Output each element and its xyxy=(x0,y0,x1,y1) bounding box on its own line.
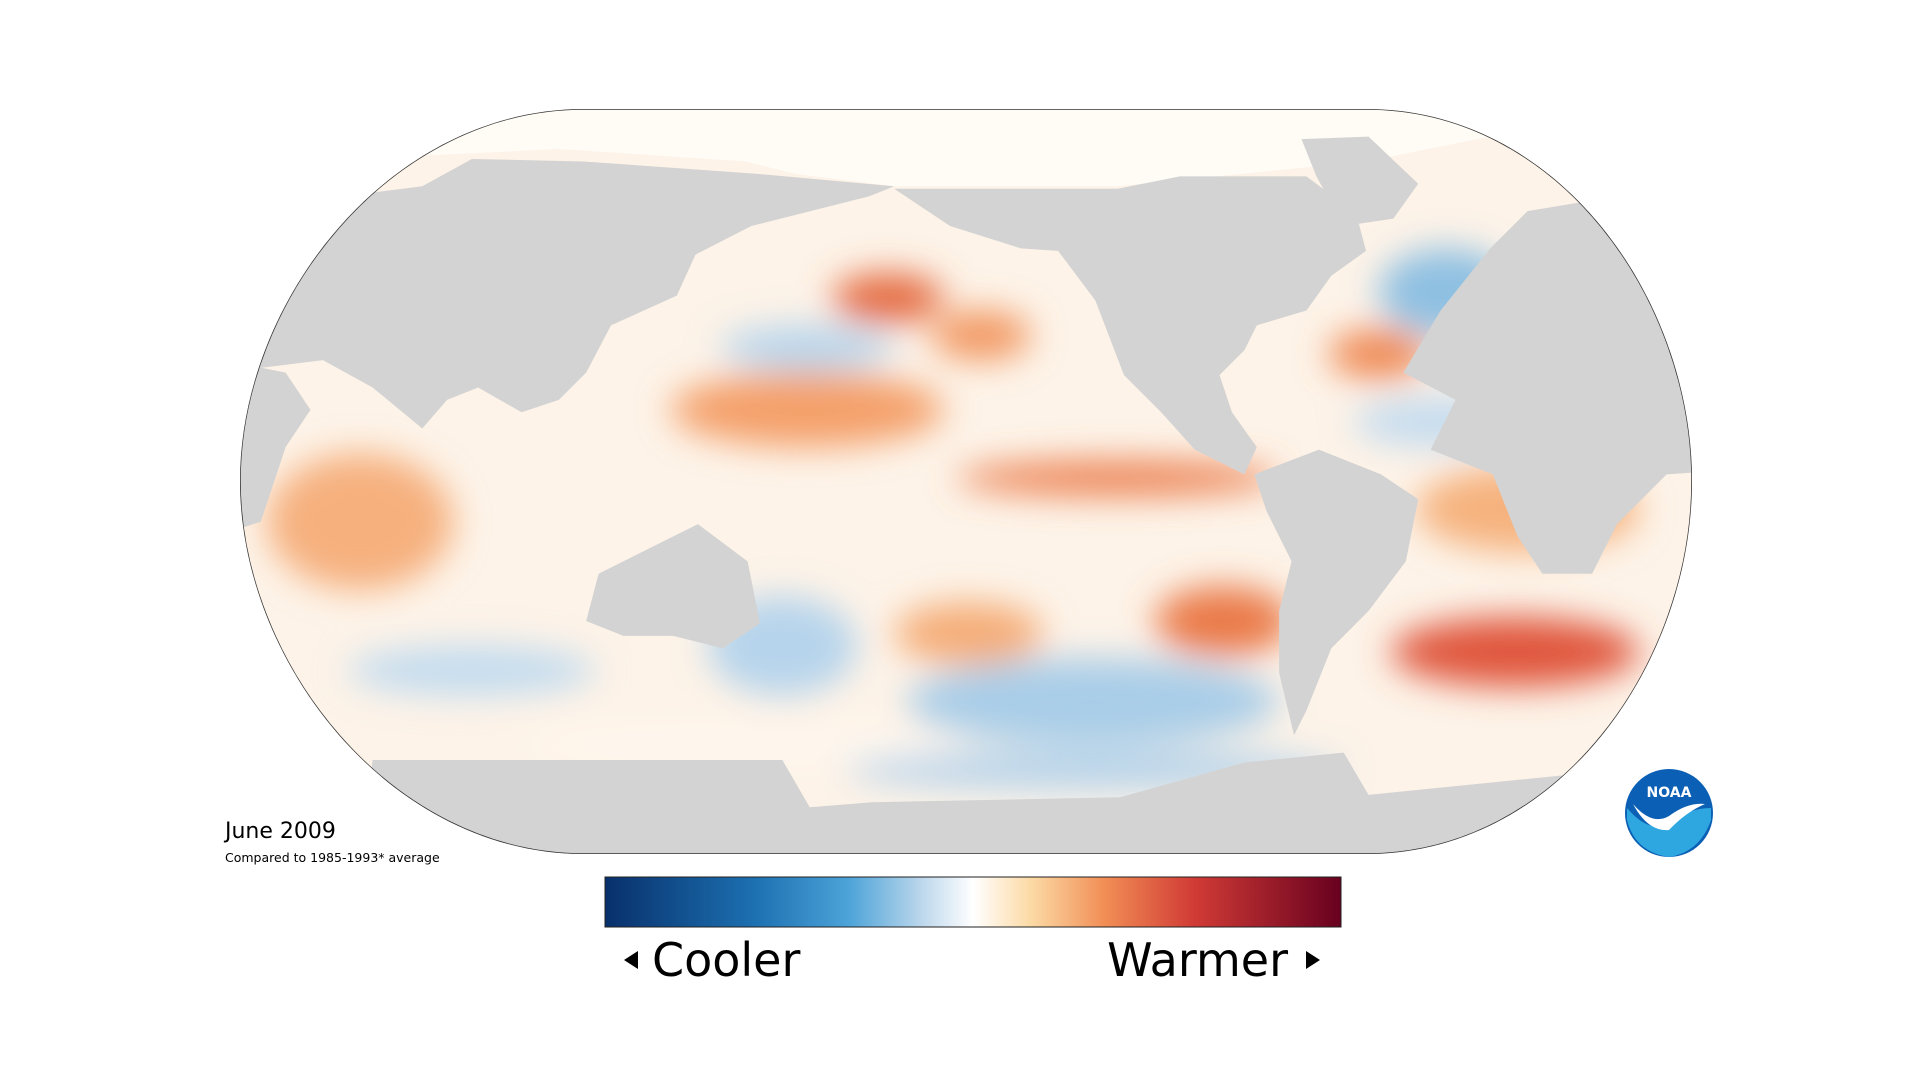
noaa-logo: NOAA xyxy=(1625,769,1713,857)
logo-text: NOAA xyxy=(1647,785,1692,801)
arrow-left xyxy=(624,951,638,969)
logo-lower xyxy=(1627,808,1711,857)
land xyxy=(240,109,1692,854)
color-scale xyxy=(604,876,1342,928)
legend-high: Warmer xyxy=(1107,933,1288,987)
logo-bird xyxy=(1633,803,1705,831)
arrow-right xyxy=(1306,951,1320,969)
map xyxy=(240,109,1692,854)
legend-low: Cooler xyxy=(652,933,800,987)
map-outline xyxy=(240,109,1692,854)
map-subtitle: Compared to 1985-1993* average xyxy=(225,850,440,865)
map-title: June 2009 xyxy=(223,819,336,844)
